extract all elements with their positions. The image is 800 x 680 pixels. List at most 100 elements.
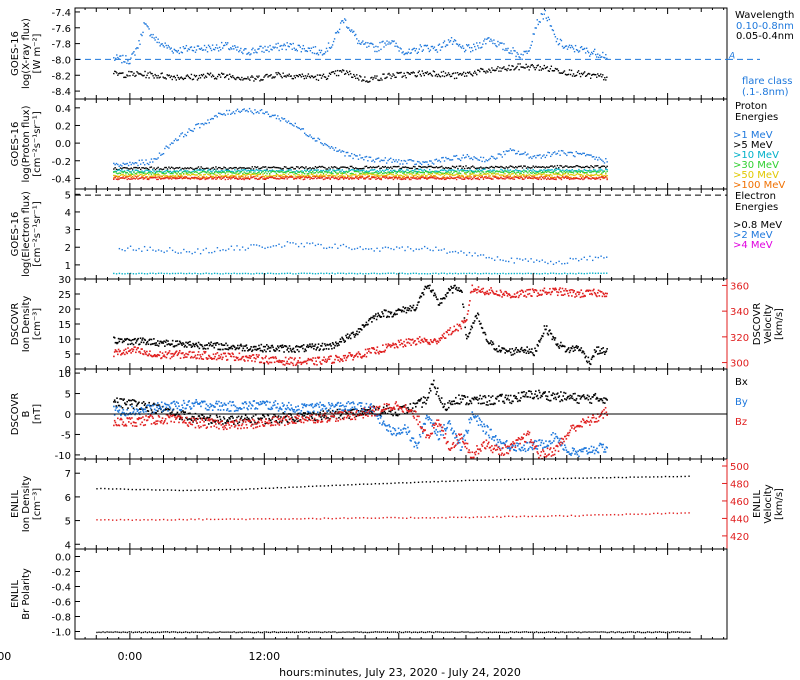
data-point (355, 170, 357, 173)
data-point (124, 249, 126, 252)
data-point (261, 272, 263, 275)
data-point (309, 343, 311, 346)
data-point (223, 176, 225, 179)
data-point (232, 111, 235, 113)
data-point (240, 170, 243, 173)
data-point (364, 156, 366, 158)
data-point (477, 273, 479, 275)
data-point (351, 272, 353, 275)
data-point (579, 173, 581, 176)
data-point (341, 175, 344, 177)
data-point (193, 127, 196, 130)
data-point (582, 350, 584, 352)
data-point (340, 170, 342, 173)
data-point (373, 176, 376, 178)
data-point (413, 72, 415, 74)
data-point (176, 166, 178, 169)
data-point (427, 171, 430, 174)
data-point (252, 113, 255, 115)
data-point (551, 69, 554, 72)
data-point (425, 72, 428, 74)
data-point (434, 174, 436, 177)
y-axis-label: GOES-16log(X-ray flux)[W m⁻²] (10, 18, 43, 89)
data-point (135, 340, 138, 342)
data-point (509, 351, 512, 354)
data-point (349, 70, 351, 73)
data-point (566, 165, 568, 167)
data-point (527, 65, 529, 68)
data-point (434, 177, 436, 180)
data-point (545, 171, 548, 173)
data-point (414, 50, 416, 52)
data-point (565, 74, 568, 76)
data-point (510, 272, 513, 275)
data-point (501, 169, 504, 171)
data-point (542, 335, 544, 338)
data-point (406, 172, 408, 174)
data-point (430, 45, 433, 48)
data-point (521, 153, 524, 155)
data-point (460, 289, 463, 292)
data-point (334, 147, 337, 149)
data-point (516, 174, 518, 177)
data-point (502, 48, 504, 51)
data-point (385, 175, 388, 177)
data-point (414, 170, 416, 173)
data-point (348, 155, 350, 157)
data-point (549, 176, 552, 179)
data-point (361, 169, 364, 172)
data-point (361, 171, 364, 173)
data-point (583, 256, 586, 259)
data-point (457, 175, 459, 178)
data-point (493, 69, 495, 71)
data-point (578, 153, 580, 155)
data-point (176, 170, 178, 172)
data-point (395, 176, 397, 179)
data-point (383, 46, 385, 48)
data-point (334, 166, 337, 168)
data-point (577, 70, 580, 72)
data-point (441, 172, 443, 174)
data-point (589, 363, 592, 366)
data-point (217, 170, 220, 172)
data-point (463, 75, 466, 77)
data-point (321, 175, 323, 177)
data-point (532, 65, 534, 67)
data-point (387, 310, 390, 313)
data-point (342, 243, 345, 246)
data-point (172, 167, 174, 169)
data-point (551, 153, 553, 156)
data-point (482, 272, 485, 275)
data-point (412, 177, 415, 179)
data-point (160, 250, 163, 252)
data-point (321, 165, 323, 168)
data-point (493, 39, 495, 41)
data-point (494, 176, 497, 178)
data-point (513, 176, 516, 178)
data-point (124, 348, 127, 351)
data-point (419, 168, 421, 171)
data-point (533, 170, 536, 172)
data-point (357, 42, 359, 45)
data-point (248, 170, 251, 172)
data-point (451, 292, 454, 294)
data-point (576, 170, 579, 172)
data-point (439, 174, 442, 176)
data-point (472, 165, 474, 167)
flare-class-label: (.1-.8nm) (742, 87, 789, 98)
data-point (149, 246, 151, 249)
data-point (520, 346, 523, 349)
data-point (286, 170, 288, 173)
data-point (154, 171, 157, 174)
data-point (205, 172, 208, 174)
data-point (345, 177, 348, 180)
data-point (164, 170, 166, 173)
data-point (226, 171, 228, 173)
data-point (587, 177, 590, 179)
data-point (301, 172, 303, 174)
data-point (261, 349, 263, 352)
data-point (177, 177, 180, 180)
data-point (543, 13, 546, 15)
data-point (291, 48, 293, 50)
data-point (399, 163, 401, 165)
